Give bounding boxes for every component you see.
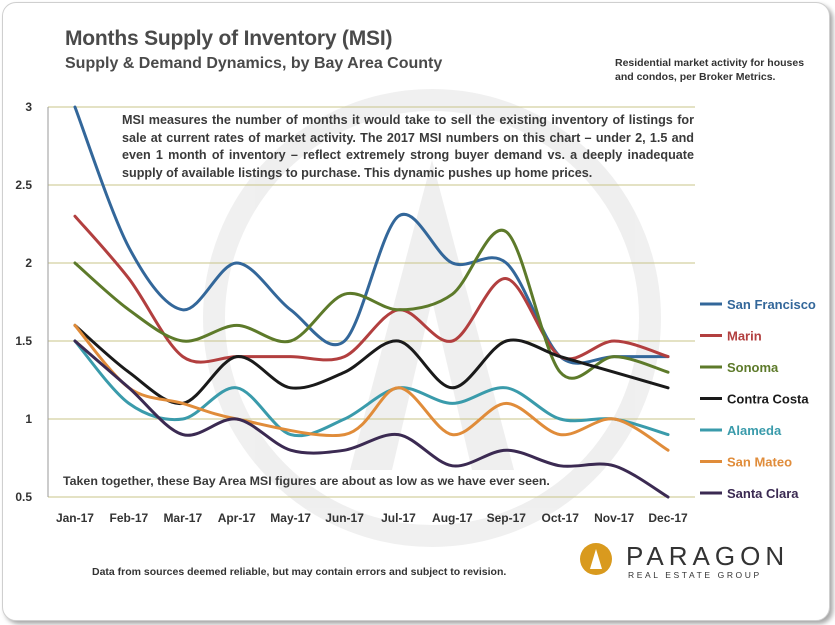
series-line-san-mateo — [73, 323, 670, 452]
paragon-logo-icon — [580, 543, 612, 575]
x-tick-label: Apr-17 — [218, 511, 256, 525]
x-tick-label: Mar-17 — [163, 511, 202, 525]
legend-label-san-francisco: San Francisco — [727, 297, 816, 312]
legend-label-marin: Marin — [727, 329, 762, 344]
x-tick-label: Jul-17 — [381, 511, 416, 525]
x-tick-label: May-17 — [270, 511, 311, 525]
legend-label-sonoma: Sonoma — [727, 360, 779, 375]
y-axis-ticks: 0.5 1 1.5 2 2.5 3 — [15, 100, 32, 504]
legend: San Francisco Marin Sonoma Contra Costa Alam… — [700, 297, 816, 501]
watermark-logo — [203, 89, 661, 547]
x-tick-label: Sep-17 — [487, 511, 527, 525]
y-tick-label: 0.5 — [15, 490, 32, 504]
series-lines — [73, 105, 670, 499]
y-tick-label: 1 — [25, 412, 32, 426]
chart-title: Months Supply of Inventory (MSI) — [65, 27, 393, 50]
paragon-logo: PARAGON REAL ESTATE GROUP — [580, 541, 790, 583]
x-tick-label: Feb-17 — [110, 511, 149, 525]
summary-note: Taken together, these Bay Area MSI figur… — [63, 474, 550, 488]
x-axis-ticks: Jan-17 Feb-17 Mar-17 Apr-17 May-17 Jun-17 Jul-… — [56, 511, 688, 525]
x-tick-label: Nov-17 — [594, 511, 634, 525]
top-note: Residential market activity for houses a… — [615, 57, 805, 83]
legend-label-alameda: Alameda — [727, 423, 782, 438]
y-tick-label: 2 — [25, 256, 32, 270]
legend-label-san-mateo: San Mateo — [727, 455, 792, 470]
series-line-marin — [73, 214, 670, 364]
series-line-santa-clara — [73, 339, 670, 499]
y-tick-label: 3 — [25, 100, 32, 114]
y-tick-label: 1.5 — [15, 334, 32, 348]
chart-subtitle: Supply & Demand Dynamics, by Bay Area Co… — [65, 55, 443, 72]
footer-disclaimer: Data from sources deemed reliable, but m… — [92, 566, 507, 578]
y-tick-label: 2.5 — [15, 178, 32, 192]
series-line-sonoma — [73, 228, 670, 380]
x-tick-label: Aug-17 — [432, 511, 473, 525]
series-line-alameda — [73, 339, 670, 438]
x-tick-label: Oct-17 — [542, 511, 580, 525]
legend-label-santa-clara: Santa Clara — [727, 486, 799, 501]
logo-subtitle: REAL ESTATE GROUP — [628, 570, 762, 580]
legend-label-contra-costa: Contra Costa — [727, 392, 809, 407]
logo-name: PARAGON — [626, 541, 790, 571]
chart-description: MSI measures the number of months it wou… — [122, 113, 694, 180]
x-tick-label: Dec-17 — [648, 511, 688, 525]
x-tick-label: Jun-17 — [325, 511, 364, 525]
x-tick-label: Jan-17 — [56, 511, 94, 525]
